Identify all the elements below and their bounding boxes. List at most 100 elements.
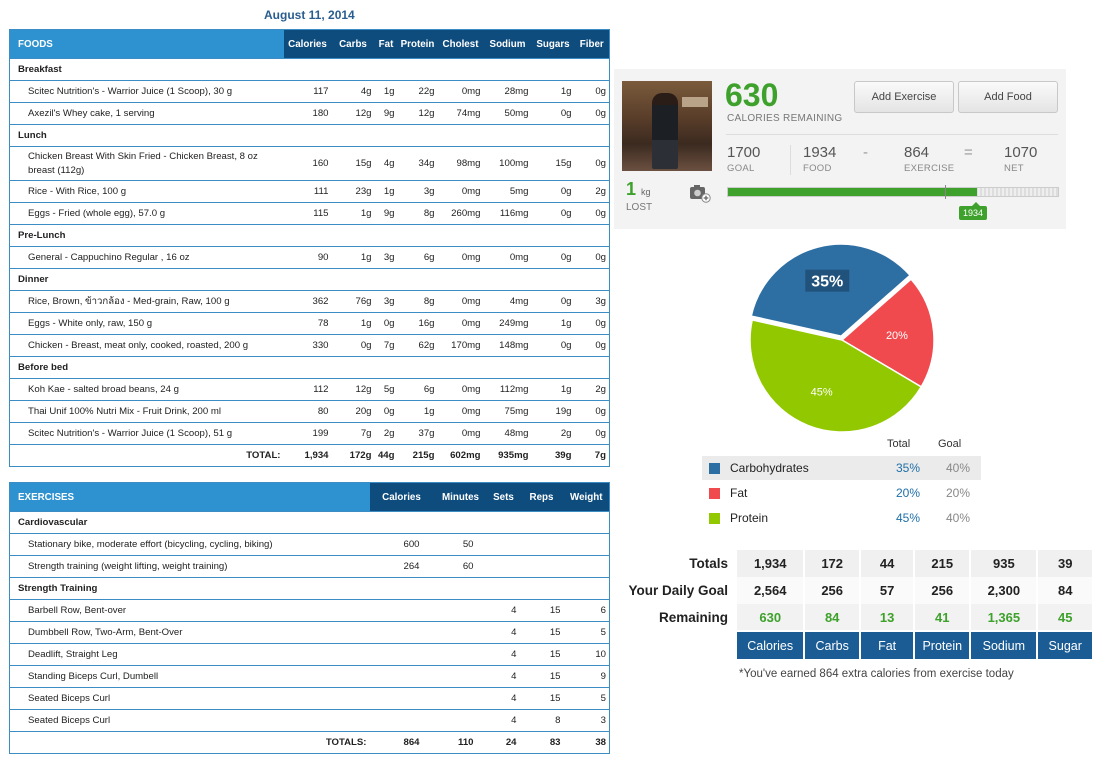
food-name-link[interactable]: Eggs - White only, raw, 150 g [9, 312, 284, 335]
exercise-log-table: EXERCISES Calories Minutes Sets Reps Weight C… [9, 482, 610, 754]
food-name-link[interactable]: General - Cappuchino Regular , 16 oz [9, 246, 284, 269]
food-row[interactable]: Eggs - Fried (whole egg), 57.0 g 115 1g 9g 8… [9, 202, 610, 225]
exercise-row[interactable]: Strength training (weight lifting, weigh… [9, 555, 610, 578]
food-name-link[interactable]: Scitec Nutrition's - Warrior Juice (1 Sc… [9, 422, 284, 445]
food-row[interactable]: Chicken - Breast, meat only, cooked, roa… [9, 334, 610, 357]
nutrient-value: 2g [574, 378, 610, 401]
exercise-row[interactable]: Dumbbell Row, Two-Arm, Bent-Over 4 15 5 [9, 621, 610, 644]
nutrient-value: 9g [374, 102, 398, 125]
exercise-row[interactable]: Barbell Row, Bent-over 4 15 6 [9, 599, 610, 622]
exercise-row[interactable]: Deadlift, Straight Leg 4 15 10 [9, 643, 610, 666]
total-label: TOTALS: [9, 731, 370, 754]
exercise-value [433, 621, 488, 644]
exercise-row[interactable]: Seated Biceps Curl 4 8 3 [9, 709, 610, 732]
nutrient-value: 117 [283, 80, 332, 103]
exercise-value: 15 [519, 687, 564, 710]
food-row[interactable]: Chicken Breast With Skin Fried - Chicken… [9, 146, 610, 181]
nutrient-value: 148mg [483, 334, 532, 357]
add-food-button[interactable]: Add Food [958, 81, 1058, 113]
food-name-link[interactable]: Chicken - Breast, meat only, cooked, roa… [9, 334, 284, 357]
food-name-link[interactable]: Eggs - Fried (whole egg), 57.0 g [9, 202, 284, 225]
exercise-name-link[interactable]: Barbell Row, Bent-over [9, 599, 370, 622]
food-name-link[interactable]: Axezil's Whey cake, 1 serving [9, 102, 284, 125]
column-header: Fiber [574, 29, 610, 59]
exercise-name-link[interactable]: Strength training (weight lifting, weigh… [9, 555, 370, 578]
exercise-value [369, 599, 434, 622]
exercises-header: EXERCISES [9, 482, 370, 512]
legend-row-protein[interactable]: Protein 45% 40% [702, 506, 981, 530]
pie-slice-fat[interactable] [840, 278, 935, 388]
nutrient-value: 1g [331, 312, 375, 335]
nutrition-totals-table: 1,934 172 44 215 935 39 2,564 256 57 256 2,300 84 … [737, 550, 1094, 659]
nutrient-value: 6g [397, 246, 438, 269]
food-row[interactable]: Rice, Brown, ข้าวกล้อง - Med-grain, Raw,… [9, 290, 610, 313]
legend-row-fat[interactable]: Fat 20% 20% [702, 481, 981, 505]
nutrient-value: 0g [574, 246, 610, 269]
exercise-value: 8 [519, 709, 564, 732]
food-row[interactable]: Scitec Nutrition's - Warrior Juice (1 Sc… [9, 80, 610, 103]
exercise-name-link[interactable]: Dumbbell Row, Two-Arm, Bent-Over [9, 621, 370, 644]
food-row[interactable]: General - Cappuchino Regular , 16 oz 90 1g… [9, 246, 610, 269]
nutrient-value: 2g [374, 422, 398, 445]
exercise-name-link[interactable]: Stationary bike, moderate effort (bicycl… [9, 533, 370, 556]
exercise-name-link[interactable]: Seated Biceps Curl [9, 709, 370, 732]
total-value: 83 [519, 731, 564, 754]
minus-sign: - [863, 144, 868, 161]
progress-tag: 1934 [959, 202, 988, 220]
nutrient-value: 2g [574, 180, 610, 203]
nutrient-value: 8g [397, 290, 438, 313]
nutrient-value: 28mg [483, 80, 532, 103]
exercise-name-link[interactable]: Deadlift, Straight Leg [9, 643, 370, 666]
pie-label: 45% [811, 386, 833, 398]
legend-row-carbohydrates[interactable]: Carbohydrates 35% 40% [702, 456, 981, 480]
total-value: 935mg [483, 444, 532, 467]
food-name-link[interactable]: Scitec Nutrition's - Warrior Juice (1 Sc… [9, 80, 284, 103]
legend-total-header: Total [887, 438, 911, 450]
exercise-value: 4 [487, 621, 520, 644]
food-name-link[interactable]: Rice - With Rice, 100 g [9, 180, 284, 203]
exercise-name-link[interactable]: Seated Biceps Curl [9, 687, 370, 710]
nutrient-value: 4mg [483, 290, 532, 313]
food-row[interactable]: Koh Kae - salted broad beans, 24 g 112 12g… [9, 378, 610, 401]
exercise-value: 4 [487, 709, 520, 732]
nutrient-value: 260mg [437, 202, 484, 225]
exercise-value: 600 [369, 533, 434, 556]
macro-pie-chart: 35% 20% 45% [749, 243, 935, 433]
exercise-label: EXERCISE [904, 163, 955, 174]
exercise-row[interactable]: Seated Biceps Curl 4 15 5 [9, 687, 610, 710]
column-header: Calories [283, 29, 332, 59]
nutrient-value: 112 [283, 378, 332, 401]
meal-header-row: Before bed [9, 356, 610, 379]
exercise-name-link[interactable]: Standing Biceps Curl, Dumbell [9, 665, 370, 688]
food-name-link[interactable]: Rice, Brown, ข้าวกล้อง - Med-grain, Raw,… [9, 290, 284, 313]
legend-total: 20% [896, 486, 921, 500]
goal-cell: 256 [914, 577, 972, 604]
totals-cell: 39 [1037, 550, 1094, 577]
nutrient-value: 0g [574, 146, 610, 181]
legend-name: Carbohydrates [730, 461, 809, 475]
food-name-link[interactable]: Chicken Breast With Skin Fried - Chicken… [9, 146, 284, 181]
column-header: Reps [519, 482, 564, 512]
meal-name: Before bed [9, 356, 610, 379]
food-name-link[interactable]: Thai Unif 100% Nutri Mix - Fruit Drink, … [9, 400, 284, 423]
exercise-row[interactable]: Standing Biceps Curl, Dumbell 4 15 9 [9, 665, 610, 688]
food-row[interactable]: Rice - With Rice, 100 g 111 23g 1g 3g 0mg 5mg 0… [9, 180, 610, 203]
total-value: 24 [487, 731, 520, 754]
equals-sign: = [964, 144, 973, 161]
nutrient-value: 20g [331, 400, 375, 423]
exercise-value: 4 [487, 643, 520, 666]
food-row[interactable]: Scitec Nutrition's - Warrior Juice (1 Sc… [9, 422, 610, 445]
camera-add-icon[interactable] [689, 183, 711, 203]
exercise-value [369, 643, 434, 666]
pie-slice-protein[interactable] [749, 319, 923, 433]
add-exercise-button[interactable]: Add Exercise [854, 81, 954, 113]
food-row[interactable]: Axezil's Whey cake, 1 serving 180 12g 9g 12g… [9, 102, 610, 125]
exercise-value: 9 [563, 665, 610, 688]
exercise-value [433, 709, 488, 732]
exercise-row[interactable]: Stationary bike, moderate effort (bicycl… [9, 533, 610, 556]
food-name-link[interactable]: Koh Kae - salted broad beans, 24 g [9, 378, 284, 401]
food-row[interactable]: Eggs - White only, raw, 150 g 78 1g 0g 16g 0m… [9, 312, 610, 335]
food-row[interactable]: Thai Unif 100% Nutri Mix - Fruit Drink, … [9, 400, 610, 423]
profile-photo[interactable] [622, 81, 712, 171]
column-header: Cholest [437, 29, 484, 59]
